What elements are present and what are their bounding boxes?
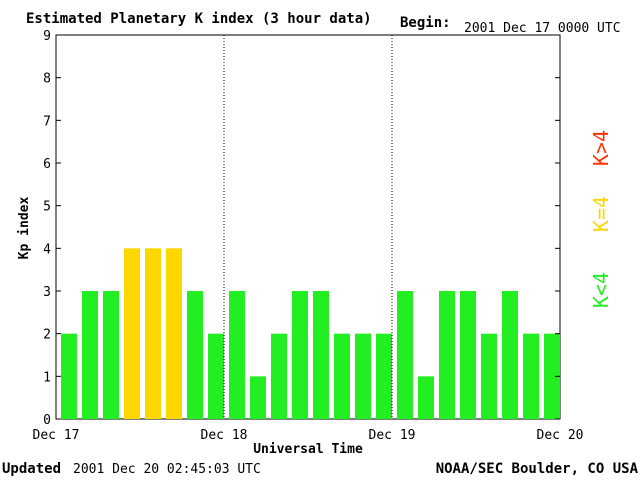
bar-series (61, 248, 560, 419)
y-tick-label-6: 6 (43, 157, 51, 172)
kp-bar-3 (124, 248, 140, 419)
y-tick-label-4: 4 (43, 242, 51, 257)
y-axis-label: Kp index (17, 197, 32, 260)
kp-bar-12 (313, 291, 329, 419)
updated-value: 2001 Dec 20 02:45:03 UTC (73, 462, 261, 477)
kp-bar-0 (61, 333, 77, 419)
legend-item-below-4: K<4 (589, 272, 613, 308)
x-axis-label: Universal Time (253, 442, 363, 457)
kp-bar-8 (229, 291, 245, 419)
x-tick-label-0: Dec 17 (33, 428, 80, 443)
updated-label: Updated (2, 461, 61, 477)
kp-bar-20 (481, 333, 497, 419)
kp-bar-5 (166, 248, 182, 419)
kp-bar-10 (271, 333, 287, 419)
begin-value: 2001 Dec 17 0000 UTC (464, 21, 621, 36)
y-tick-label-1: 1 (43, 370, 51, 385)
x-tick-label-1: Dec 18 (201, 428, 248, 443)
kp-bar-2 (103, 291, 119, 419)
kp-bar-15 (376, 333, 392, 419)
begin-label: Begin: (400, 15, 451, 31)
kp-bar-4 (145, 248, 161, 419)
x-tick-label-3: Dec 20 (537, 428, 584, 443)
legend-item-above-4: K>4 (589, 130, 613, 166)
kp-bar-22 (523, 333, 539, 419)
legend: K<4 K=4 K>4 (589, 130, 613, 308)
kp-bar-13 (334, 333, 350, 419)
kp-bar-19 (460, 291, 476, 419)
kp-bar-11 (292, 291, 308, 419)
x-tick-label-2: Dec 19 (369, 428, 416, 443)
kp-bar-17 (418, 376, 434, 419)
y-tick-label-9: 9 (43, 29, 51, 44)
y-axis-ticks: 0 1 2 3 4 5 6 7 8 9 (43, 29, 560, 428)
kp-bar-16 (397, 291, 413, 419)
kp-bar-9 (250, 376, 266, 419)
y-tick-label-7: 7 (43, 114, 51, 129)
kp-bar-18 (439, 291, 455, 419)
kp-bar-14 (355, 333, 371, 419)
y-tick-label-0: 0 (43, 413, 51, 428)
y-tick-label-5: 5 (43, 200, 51, 215)
y-tick-label-2: 2 (43, 328, 51, 343)
kp-bar-1 (82, 291, 98, 419)
legend-item-equal-4: K=4 (589, 196, 613, 232)
y-tick-label-3: 3 (43, 285, 51, 300)
y-tick-label-8: 8 (43, 72, 51, 87)
kp-bar-7 (208, 333, 224, 419)
plot-area: 0 1 2 3 4 5 6 7 8 9 Dec 17 Dec 18 Dec 19 Dec 20 (33, 29, 584, 443)
x-axis-ticks: Dec 17 Dec 18 Dec 19 Dec 20 (33, 428, 584, 443)
source-credit: NOAA/SEC Boulder, CO USA (436, 461, 639, 477)
kp-bar-21 (502, 291, 518, 419)
kp-bar-6 (187, 291, 203, 419)
chart-title: Estimated Planetary K index (3 hour data… (26, 11, 372, 27)
kp-bar-23 (544, 333, 560, 419)
day-separators (223, 35, 393, 419)
